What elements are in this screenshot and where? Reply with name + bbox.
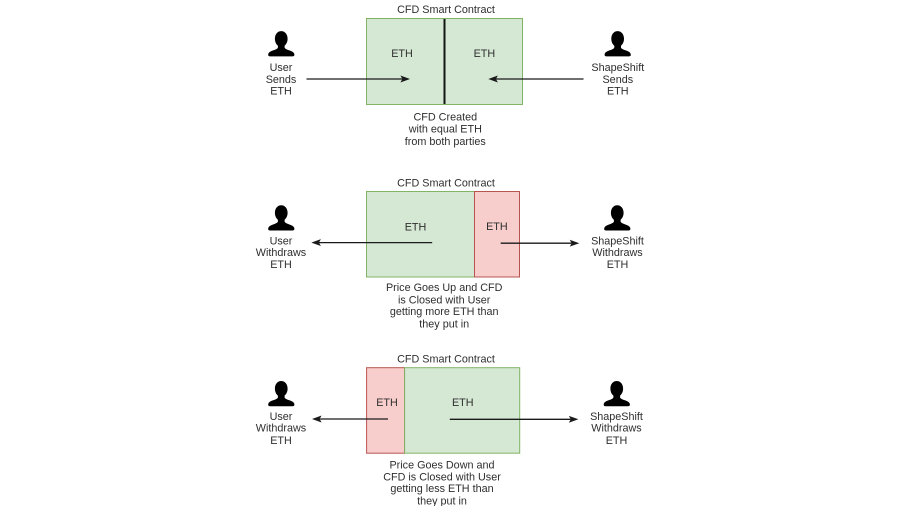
svg-text:Price Goes Up and CFD: Price Goes Up and CFD — [386, 282, 503, 294]
svg-text:CFD is Closed with User: CFD is Closed with User — [383, 472, 501, 484]
svg-text:ETH: ETH — [376, 397, 398, 409]
svg-text:with equal ETH: with equal ETH — [408, 124, 482, 136]
svg-text:ETH: ETH — [607, 259, 629, 271]
svg-text:Withdraws: Withdraws — [592, 247, 643, 259]
svg-text:Sends: Sends — [602, 74, 633, 86]
svg-text:Withdraws: Withdraws — [256, 247, 307, 259]
svg-text:Price Goes Down and: Price Goes Down and — [389, 460, 494, 472]
svg-text:CFD Smart Contract: CFD Smart Contract — [397, 4, 495, 16]
svg-text:ETH: ETH — [391, 48, 413, 60]
svg-text:they put in: they put in — [417, 496, 467, 506]
svg-text:getting more ETH than: getting more ETH than — [390, 306, 499, 318]
svg-text:Sends: Sends — [266, 74, 297, 86]
svg-text:ETH: ETH — [606, 435, 628, 447]
svg-text:ETH: ETH — [405, 222, 427, 234]
svg-text:User: User — [270, 411, 293, 423]
svg-text:ShapeShift: ShapeShift — [591, 235, 644, 247]
svg-text:from both parties: from both parties — [405, 136, 487, 148]
svg-text:ETH: ETH — [270, 85, 292, 97]
svg-text:ShapeShift: ShapeShift — [590, 411, 643, 423]
svg-text:ShapeShift: ShapeShift — [591, 62, 644, 74]
svg-text:User: User — [270, 62, 293, 74]
svg-text:is Closed with User: is Closed with User — [398, 294, 491, 306]
svg-text:ETH: ETH — [607, 85, 629, 97]
svg-text:ETH: ETH — [474, 48, 496, 60]
svg-text:ETH: ETH — [270, 435, 292, 447]
svg-text:ETH: ETH — [486, 221, 508, 233]
svg-text:ETH: ETH — [270, 259, 292, 271]
svg-text:CFD Smart Contract: CFD Smart Contract — [397, 177, 495, 189]
svg-text:CFD Smart Contract: CFD Smart Contract — [397, 354, 495, 366]
svg-text:User: User — [270, 235, 293, 247]
svg-text:they put in: they put in — [419, 318, 469, 330]
svg-text:Withdraws: Withdraws — [591, 422, 642, 434]
svg-text:CFD Created: CFD Created — [413, 111, 477, 123]
svg-text:Withdraws: Withdraws — [256, 422, 307, 434]
svg-text:getting less ETH than: getting less ETH than — [390, 483, 493, 495]
svg-text:ETH: ETH — [452, 397, 474, 409]
